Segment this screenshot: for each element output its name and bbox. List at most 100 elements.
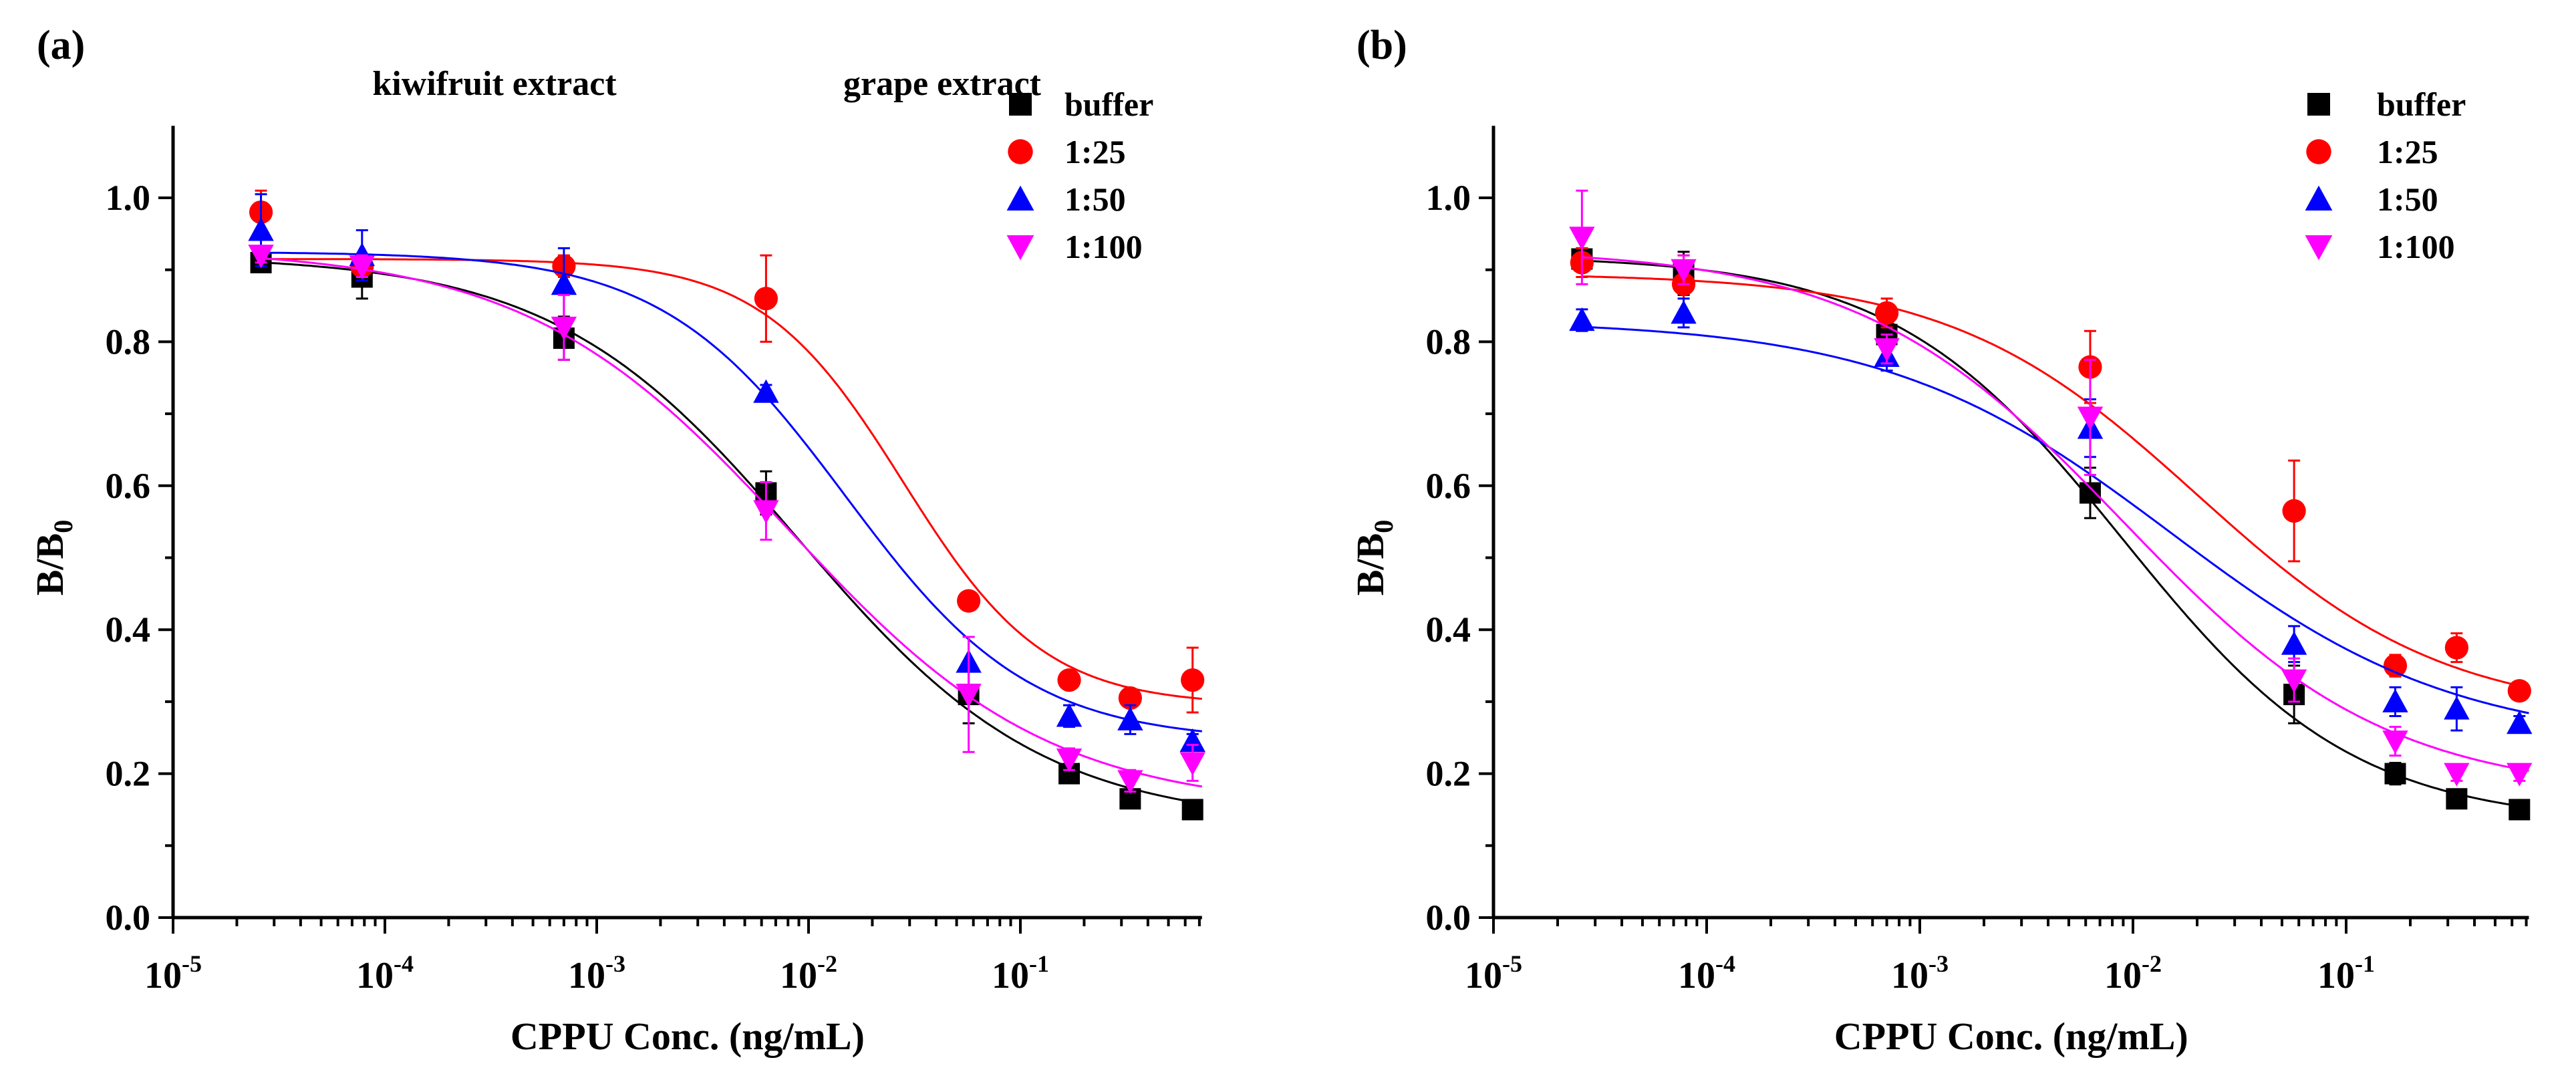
x-axis-label: CPPU Conc. (ng/mL) [1834,1014,2188,1058]
data-point [2507,710,2533,734]
x-tick-base: 10 [568,955,605,996]
chart-panel-1: 0.00.20.40.60.81.010-5 10-4 10-3 10-2 10-1CP… [843,23,2533,1058]
legend-label: 1:100 [1064,228,1143,265]
legend-label: 1:25 [2377,133,2438,170]
data-point [2281,669,2307,693]
fit-curve [1582,259,2529,809]
fit-curve [261,258,1202,700]
x-tick-base: 10 [356,955,394,996]
x-tick-exponent: -2 [817,950,837,977]
y-tick-label: 0.6 [106,466,151,506]
data-point [248,245,274,269]
y-tick-label: 0.2 [106,754,151,794]
x-tick-base: 10 [992,955,1029,996]
y-axis-label: B/B0 [1348,520,1399,596]
fit-curve [261,251,1202,732]
data-point [2383,654,2408,678]
fit-curve [1582,325,2529,714]
legend-label: 1:50 [1064,180,1126,218]
x-tick-base: 10 [780,955,817,996]
data-point [754,287,778,311]
x-tick-base: 10 [1678,955,1715,996]
data-point [551,316,577,341]
data-point [2281,631,2307,655]
data-point [1117,770,1143,794]
data-point [2077,406,2104,430]
y-tick-label: 0.0 [1426,898,1471,938]
y-tick-label: 0.0 [106,898,151,938]
data-point [753,500,779,524]
data-point [2507,763,2533,787]
y-axis-label-main: B/B [1348,533,1392,596]
series-buffer [250,251,1203,821]
data-point [1118,686,1142,710]
data-point [956,684,982,708]
data-point [1057,668,1081,692]
y-tick-label: 1.0 [1426,178,1471,218]
y-tick-label: 0.4 [106,609,151,650]
x-tick-exponent: -4 [1715,950,1735,977]
legend-marker [2307,93,2330,116]
chart-title: grape extract [843,65,1042,103]
x-tick-base: 10 [1891,955,1928,996]
data-point [1179,752,1205,776]
data-point [2384,763,2406,785]
legend-label: buffer [2377,86,2466,123]
data-point [1671,300,1697,324]
x-tick-label: 10-2 [2104,950,2162,996]
data-point [1671,259,1697,283]
data-point [2282,499,2306,523]
fit-curve [1582,275,2529,689]
x-tick-base: 10 [144,955,182,996]
y-tick-label: 0.2 [1426,754,1471,794]
legend-label: 1:50 [2377,180,2438,218]
legend-label: 1:100 [2377,228,2455,265]
legend-marker [2305,185,2333,211]
data-point [2444,696,2470,720]
series-1-50 [1569,297,2533,734]
x-tick-exponent: -3 [605,950,625,977]
x-tick-exponent: -3 [1928,950,1949,977]
legend-marker [2305,235,2333,261]
x-tick-exponent: -4 [394,950,414,977]
panel-label: (b) [1356,23,1407,68]
series-1-100 [1569,189,2533,787]
fit-curve [261,257,1203,788]
x-tick-label: 10-3 [1891,950,1949,996]
y-axis-label-main: B/B [28,533,71,596]
series-1-100 [248,245,1205,794]
data-point [2079,482,2101,504]
legend-marker [1006,185,1034,211]
fit-curve [1582,256,2529,772]
data-point [2446,788,2468,810]
data-point [1056,749,1083,773]
legend-marker [1009,93,1032,116]
x-tick-label: 10-5 [1465,950,1522,996]
y-tick-label: 0.6 [1426,466,1471,506]
y-tick-label: 0.8 [106,321,151,362]
data-point [248,217,274,241]
x-tick-label: 10-2 [780,950,837,996]
legend-marker [2306,139,2331,164]
legend-marker [1008,139,1033,164]
x-tick-base: 10 [1465,955,1502,996]
y-tick-label: 0.4 [1426,609,1471,650]
data-point [753,379,779,403]
y-tick-label: 1.0 [106,178,151,218]
data-point [1569,227,1595,251]
series-1-25 [249,189,1205,714]
x-tick-label: 10-4 [356,950,414,996]
x-tick-label: 10-4 [1678,950,1735,996]
x-tick-exponent: -1 [1029,950,1049,977]
series-1-25 [1570,247,2531,703]
legend-marker [1006,235,1034,261]
data-point [2444,636,2469,660]
panel-label: (a) [37,23,85,68]
data-point [1874,338,1900,362]
data-point [1117,706,1143,730]
y-tick-label: 0.8 [1426,321,1471,362]
data-point [2382,730,2408,755]
y-axis-label-subscript: 0 [1369,520,1399,533]
data-point [551,271,577,295]
